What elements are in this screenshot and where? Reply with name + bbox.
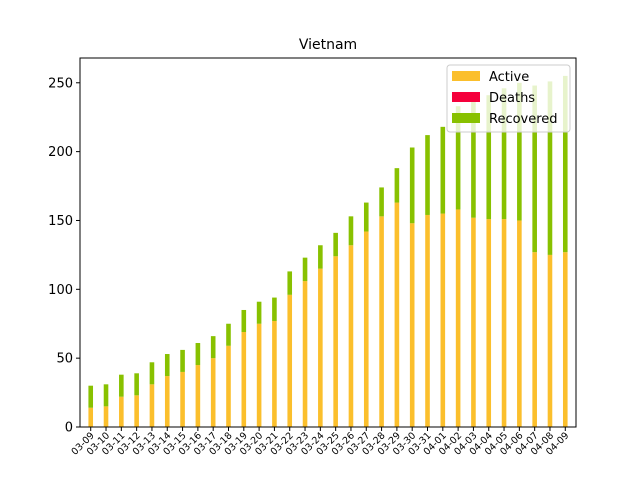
bar-recovered-04-03 — [471, 100, 476, 218]
bar-active-03-12 — [134, 395, 139, 427]
bar-active-03-20 — [256, 323, 262, 427]
chart-title: Vietnam — [299, 37, 357, 53]
bar-recovered-03-30 — [409, 147, 415, 224]
bar-recovered-03-16 — [195, 343, 201, 366]
bar-recovered-03-17 — [210, 336, 216, 359]
legend-label-active: Active — [489, 70, 529, 85]
bar-active-04-07 — [532, 252, 537, 427]
bar-active-03-23 — [302, 281, 308, 427]
bar-active-03-19 — [241, 332, 247, 427]
y-tick-label-200: 200 — [48, 145, 73, 160]
bar-active-04-08 — [547, 254, 553, 427]
bar-recovered-04-07 — [532, 85, 537, 253]
bar-active-04-04 — [486, 219, 492, 427]
bar-active-04-06 — [517, 220, 522, 427]
bars-layer — [88, 75, 568, 427]
bar-recovered-03-29 — [394, 168, 400, 203]
bar-recovered-04-05 — [501, 88, 507, 220]
bar-active-03-25 — [333, 256, 338, 427]
bar-recovered-04-09 — [562, 75, 568, 253]
bar-active-03-14 — [164, 376, 170, 427]
bar-active-04-03 — [471, 217, 476, 427]
bar-active-03-30 — [409, 223, 415, 427]
bar-active-03-27 — [363, 231, 369, 427]
plot-frame — [79, 57, 577, 428]
bar-recovered-03-15 — [180, 349, 185, 372]
bar-recovered-03-19 — [241, 309, 247, 332]
y-tick-label-250: 250 — [48, 76, 73, 91]
bar-recovered-03-28 — [379, 187, 384, 217]
bar-active-03-16 — [195, 365, 201, 427]
legend-label-deaths: Deaths — [489, 91, 535, 106]
y-tick-label-0: 0 — [65, 421, 73, 436]
bar-active-03-10 — [103, 406, 109, 427]
bar-active-04-09 — [562, 252, 568, 427]
bar-recovered-04-01 — [440, 126, 446, 214]
bar-recovered-04-02 — [455, 106, 461, 210]
legend-swatch-active — [452, 71, 480, 81]
bar-recovered-04-06 — [517, 82, 522, 221]
y-tick-label-150: 150 — [48, 214, 73, 229]
legend-label-recovered: Recovered — [489, 112, 558, 127]
legend-swatch-deaths — [452, 92, 480, 102]
axes-layer: 05010015020025003-0903-1003-1103-1203-13… — [48, 57, 577, 458]
bar-recovered-03-22 — [287, 271, 293, 295]
bar-active-04-05 — [501, 219, 507, 427]
legend-swatch-recovered — [452, 113, 480, 123]
bar-recovered-03-14 — [164, 354, 170, 377]
bar-recovered-03-13 — [149, 362, 155, 385]
bar-active-03-18 — [226, 345, 231, 427]
bar-recovered-03-23 — [302, 257, 308, 282]
bar-recovered-03-11 — [119, 374, 124, 397]
bar-recovered-03-21 — [272, 297, 277, 321]
bar-recovered-03-20 — [256, 301, 262, 324]
bar-recovered-03-31 — [425, 135, 430, 215]
bar-recovered-03-09 — [88, 385, 94, 408]
bar-recovered-03-25 — [333, 232, 338, 257]
bar-active-03-24 — [318, 268, 323, 427]
legend: Active Deaths Recovered — [446, 64, 571, 133]
bar-active-03-28 — [379, 216, 384, 427]
bar-recovered-03-10 — [103, 384, 109, 407]
bar-recovered-03-18 — [226, 323, 231, 346]
y-tick-label-50: 50 — [56, 352, 73, 367]
bar-active-03-17 — [210, 358, 216, 427]
bar-recovered-04-08 — [547, 81, 553, 255]
y-tick-label-100: 100 — [48, 283, 73, 298]
bar-recovered-03-26 — [348, 216, 354, 246]
bar-active-03-21 — [272, 320, 277, 427]
bar-active-03-09 — [88, 407, 94, 427]
bar-active-04-01 — [440, 213, 446, 427]
bar-active-04-02 — [455, 209, 461, 427]
bar-recovered-03-27 — [363, 202, 369, 232]
bar-active-03-11 — [119, 396, 124, 427]
bar-active-03-13 — [149, 384, 155, 427]
bar-active-03-29 — [394, 202, 400, 427]
bar-active-03-31 — [425, 214, 430, 427]
bar-recovered-03-12 — [134, 373, 139, 396]
bar-active-03-22 — [287, 294, 293, 427]
bar-active-03-15 — [180, 371, 185, 427]
bar-recovered-04-04 — [486, 95, 492, 220]
bar-active-03-26 — [348, 245, 354, 427]
bar-recovered-03-24 — [318, 245, 323, 269]
